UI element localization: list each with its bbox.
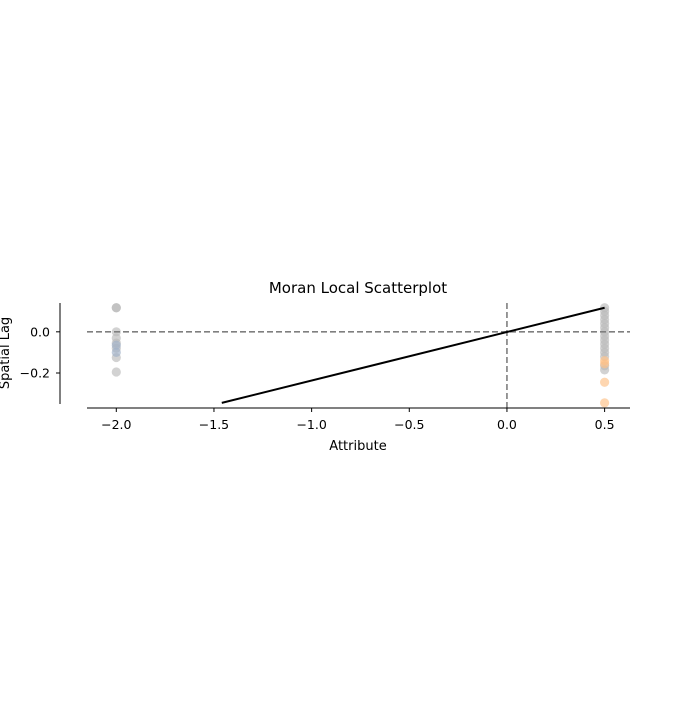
- reference-lines-layer: [87, 303, 630, 408]
- scatter-point-0-1: [111, 303, 121, 313]
- x-tick-label-5: 0.5: [595, 417, 615, 432]
- x-tick-label-4: 0.0: [497, 417, 517, 432]
- scatter-point-1-0: [111, 340, 121, 350]
- x-tick-label-0: −2.0: [101, 417, 131, 432]
- x-tick-label-1: −1.5: [199, 417, 229, 432]
- scatter-points-layer: [111, 303, 610, 408]
- chart-title: Moran Local Scatterplot: [269, 279, 447, 297]
- y-tick-label-0: 0.0: [30, 324, 50, 339]
- x-tick-label-2: −1.0: [296, 417, 326, 432]
- fit-line-layer: [221, 306, 605, 404]
- x-axis-label: Attribute: [329, 439, 386, 454]
- y-axis-label: Spatial Lag: [0, 317, 13, 389]
- scatter-point-2-2: [600, 377, 610, 387]
- regression-fit-line: [221, 306, 605, 404]
- x-ticks-layer: −2.0 −1.5 −1.0 −0.5 0.0 0.5: [101, 408, 615, 432]
- scatter-point-2-3: [600, 398, 610, 408]
- scatter-point-2-1: [600, 359, 610, 369]
- y-ticks-layer: 0.0 −0.2: [20, 324, 60, 381]
- x-tick-label-3: −0.5: [394, 417, 424, 432]
- scatter-point-0-7: [111, 367, 121, 377]
- y-tick-label-1: −0.2: [20, 366, 50, 381]
- scatter-point-1-1: [111, 347, 121, 358]
